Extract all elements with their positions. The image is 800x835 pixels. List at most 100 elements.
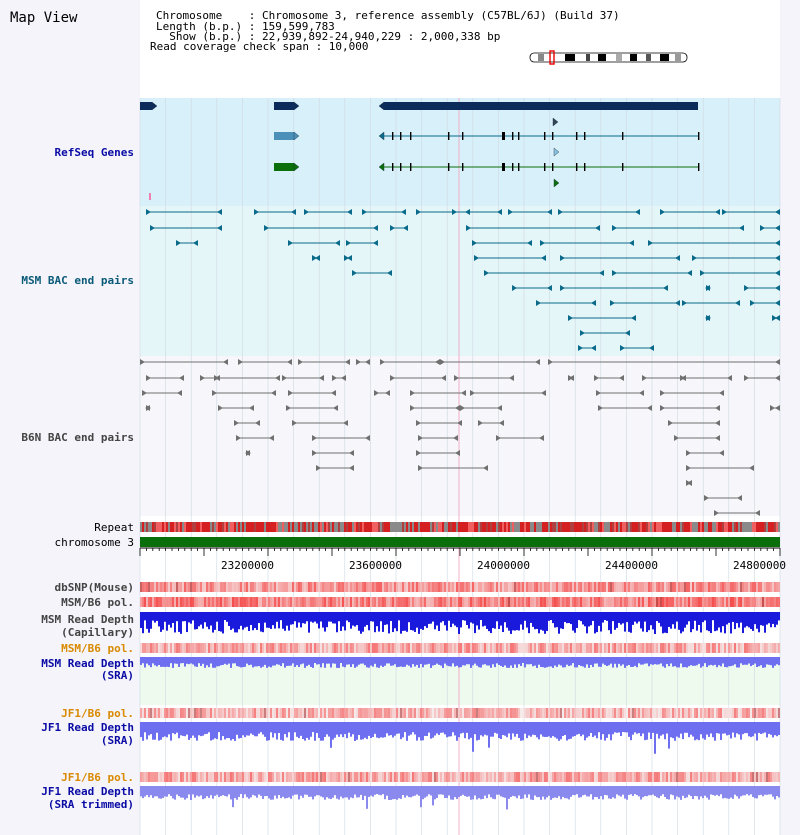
track-label-b6n-bac[interactable]: B6N BAC end pairs (21, 431, 134, 444)
polymorphism-cell (582, 643, 584, 653)
read-depth-bar (282, 786, 284, 797)
read-depth-bar (194, 722, 196, 738)
polymorphism-cell (516, 708, 518, 718)
read-depth-bar (778, 612, 780, 621)
read-depth-bar (742, 722, 744, 735)
read-depth-bar (738, 657, 740, 668)
polymorphism-cell (224, 772, 226, 782)
polymorphism-cell (168, 582, 170, 592)
track-label-jf1-b6-pol-1[interactable]: JF1/B6 pol. (61, 707, 134, 720)
polymorphism-cell (304, 597, 306, 607)
repeat-segment (164, 522, 166, 532)
bac-end-marker (271, 390, 276, 396)
track-label-refseq[interactable]: RefSeq Genes (54, 146, 134, 159)
polymorphism-cell (638, 643, 640, 653)
track-label-msm-b6-pol-1[interactable]: MSM/B6 pol. (61, 596, 134, 609)
polymorphism-cell (148, 597, 150, 607)
repeat-segment (464, 522, 466, 532)
repeat-segment (634, 522, 636, 532)
polymorphism-cell (420, 772, 422, 782)
polymorphism-cell (654, 597, 656, 607)
polymorphism-cell (180, 597, 182, 607)
read-depth-bar (300, 657, 302, 665)
polymorphism-cell (436, 643, 438, 653)
track-label-dbsnp[interactable]: dbSNP(Mouse) (54, 581, 134, 594)
polymorphism-cell (610, 708, 612, 718)
polymorphism-cell (758, 597, 760, 607)
polymorphism-cell (658, 708, 660, 718)
repeat-segment (718, 522, 720, 532)
read-depth-bar (394, 786, 396, 799)
polymorphism-cell (688, 708, 690, 718)
bac-end-marker (639, 390, 644, 396)
track-label-jf1-depth-sra[interactable]: JF1 Read Depth (41, 721, 134, 734)
read-depth-bar (370, 612, 372, 622)
read-depth-bar (666, 612, 668, 634)
polymorphism-cell (596, 582, 598, 592)
read-depth-bar (152, 657, 154, 664)
read-depth-bar (218, 786, 220, 798)
read-depth-bar (770, 612, 772, 628)
repeat-segment (650, 522, 652, 532)
polymorphism-cell (444, 772, 446, 782)
repeat-segment (736, 522, 738, 532)
polymorphism-cell (444, 582, 446, 592)
read-depth-bar (172, 657, 174, 668)
polymorphism-cell (316, 597, 318, 607)
polymorphism-cell (652, 597, 654, 607)
read-depth-bar (390, 786, 392, 800)
polymorphism-cell (354, 597, 356, 607)
read-depth-bar (522, 612, 524, 630)
track-label-msm-depth-sra[interactable]: MSM Read Depth (41, 657, 134, 670)
read-depth-bar (452, 612, 454, 624)
polymorphism-cell (424, 708, 426, 718)
read-depth-bar (398, 786, 400, 799)
read-depth-bar (776, 786, 778, 797)
read-depth-bar (220, 612, 222, 632)
read-depth-bar (160, 612, 162, 632)
track-label-msm-bac[interactable]: MSM BAC end pairs (21, 274, 134, 287)
polymorphism-cell (486, 643, 488, 653)
polymorphism-cell (220, 643, 222, 653)
track-label-msm-b6-pol-2[interactable]: MSM/B6 pol. (61, 642, 134, 655)
bac-end-marker (527, 240, 532, 246)
track-label-repeat[interactable]: Repeat (94, 521, 134, 534)
polymorphism-cell (556, 643, 558, 653)
read-depth-bar (230, 657, 232, 668)
polymorphism-cell (240, 643, 242, 653)
read-depth-bar (506, 786, 508, 810)
read-depth-bar (314, 657, 316, 664)
track-label-chromosome[interactable]: chromosome 3 (54, 536, 134, 549)
read-depth-bar (340, 786, 342, 797)
read-depth-bar (448, 722, 450, 737)
polymorphism-cell (484, 772, 486, 782)
bac-end-marker (177, 390, 182, 396)
polymorphism-cell (776, 772, 778, 782)
polymorphism-cell (150, 582, 152, 592)
polymorphism-cell (530, 643, 532, 653)
polymorphism-cell (384, 582, 386, 592)
repeat-segment (494, 522, 496, 532)
read-depth-bar (556, 722, 558, 739)
polymorphism-cell (404, 643, 406, 653)
polymorphism-cell (722, 643, 724, 653)
read-depth-bar (490, 657, 492, 668)
polymorphism-cell (772, 708, 774, 718)
read-depth-bar (232, 786, 234, 808)
polymorphism-cell (168, 597, 170, 607)
polymorphism-cell (172, 643, 174, 653)
repeat-segment (548, 522, 550, 532)
read-depth-bar (522, 657, 524, 664)
polymorphism-cell (750, 708, 752, 718)
read-depth-bar (746, 722, 748, 734)
polymorphism-cell (246, 597, 248, 607)
read-depth-bar (314, 612, 316, 622)
track-label-jf1-depth-trimmed[interactable]: JF1 Read Depth (41, 785, 134, 798)
read-depth-bar (508, 612, 510, 631)
read-depth-bar (706, 612, 708, 631)
polymorphism-cell (170, 582, 172, 592)
read-depth-bar (514, 786, 516, 797)
read-depth-bar (280, 722, 282, 740)
track-label-msm-depth-capillary[interactable]: MSM Read Depth (41, 613, 134, 626)
track-label-jf1-b6-pol-2[interactable]: JF1/B6 pol. (61, 771, 134, 784)
